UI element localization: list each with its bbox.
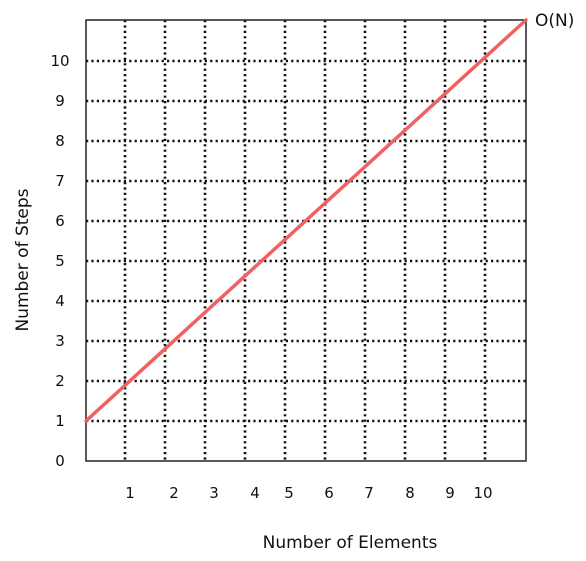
x-tick-label: 6 [324, 484, 334, 502]
y-tick-labels: 0 1 2 3 4 5 6 7 8 9 10 [50, 52, 69, 470]
y-tick-label: 3 [55, 332, 65, 350]
x-tick-labels: 1 2 3 4 5 6 7 8 9 10 [125, 484, 492, 502]
grid [86, 20, 526, 461]
y-tick-label: 1 [55, 412, 65, 430]
y-tick-label: 9 [55, 92, 65, 110]
x-tick-label: 3 [209, 484, 219, 502]
x-tick-label: 8 [405, 484, 415, 502]
y-tick-label: 8 [55, 132, 65, 150]
x-tick-label: 1 [125, 484, 135, 502]
y-tick-label: 10 [50, 52, 69, 70]
y-axis-title: Number of Steps [13, 188, 33, 331]
y-tick-label: 5 [55, 252, 65, 270]
series-label-o-n: O(N) [535, 11, 574, 31]
x-tick-label: 10 [473, 484, 492, 502]
x-tick-label: 4 [250, 484, 260, 502]
x-axis-title: Number of Elements [263, 533, 438, 553]
y-tick-label: 0 [55, 452, 65, 470]
y-tick-label: 4 [55, 292, 65, 310]
series-line-o-n [84, 18, 528, 423]
y-tick-label: 6 [55, 212, 65, 230]
y-tick-label: 2 [55, 372, 65, 390]
plot-frame [85, 19, 527, 462]
y-tick-label: 7 [55, 172, 65, 190]
x-tick-label: 5 [284, 484, 294, 502]
x-tick-label: 7 [364, 484, 374, 502]
x-tick-label: 9 [445, 484, 455, 502]
x-tick-label: 2 [169, 484, 179, 502]
